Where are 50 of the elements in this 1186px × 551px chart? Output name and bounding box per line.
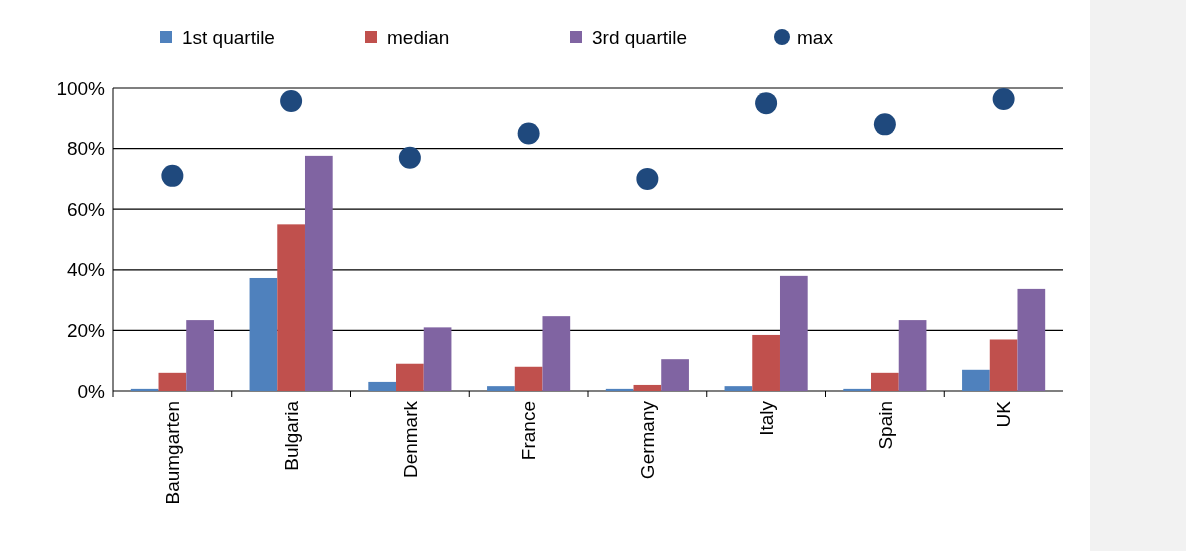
bar [605, 388, 634, 391]
y-tick-label: 20% [66, 320, 106, 342]
y-tick-label: 100% [56, 77, 106, 99]
x-tick-label: Italy [755, 400, 777, 436]
bar [368, 381, 397, 391]
y-tick-label: 80% [66, 138, 106, 160]
bar [633, 384, 662, 391]
x-tick-label: Baumgarten [162, 401, 184, 505]
bar [871, 372, 899, 391]
bar [1017, 288, 1046, 391]
bar [304, 155, 333, 391]
bar [396, 363, 424, 391]
legend-label: 3rd quartile [592, 26, 688, 48]
bar [277, 224, 305, 391]
point [992, 87, 1015, 110]
point [873, 113, 896, 136]
bar [514, 366, 543, 391]
point [280, 90, 303, 113]
x-tick-label: Spain [874, 401, 896, 450]
point [636, 167, 659, 190]
x-tick-label: Denmark [399, 400, 421, 479]
bar [186, 320, 214, 391]
bar [724, 386, 753, 391]
bar [661, 359, 689, 391]
bar [487, 386, 515, 391]
bar [898, 320, 927, 391]
bar [158, 372, 187, 391]
bar [542, 316, 571, 391]
y-tick-label: 40% [66, 259, 106, 281]
x-tick-label: Bulgaria [280, 400, 302, 471]
bar [989, 339, 1018, 391]
y-tick-label: 60% [66, 198, 106, 220]
bar [843, 388, 872, 391]
legend-label: 1st quartile [182, 26, 275, 48]
x-tick-label: France [518, 401, 540, 461]
bar [962, 369, 990, 391]
point [755, 92, 778, 115]
point [517, 122, 540, 145]
legend-label: median [387, 26, 450, 48]
x-tick-label: UK [993, 400, 1015, 428]
y-tick-label: 0% [77, 380, 106, 402]
legend-label: max [797, 26, 834, 48]
bar [249, 277, 278, 391]
bar [779, 275, 808, 391]
point [161, 164, 184, 187]
bar [423, 327, 452, 391]
bar [130, 388, 159, 391]
point [398, 146, 421, 169]
x-tick-label: Germany [637, 400, 659, 480]
bar [752, 334, 780, 391]
